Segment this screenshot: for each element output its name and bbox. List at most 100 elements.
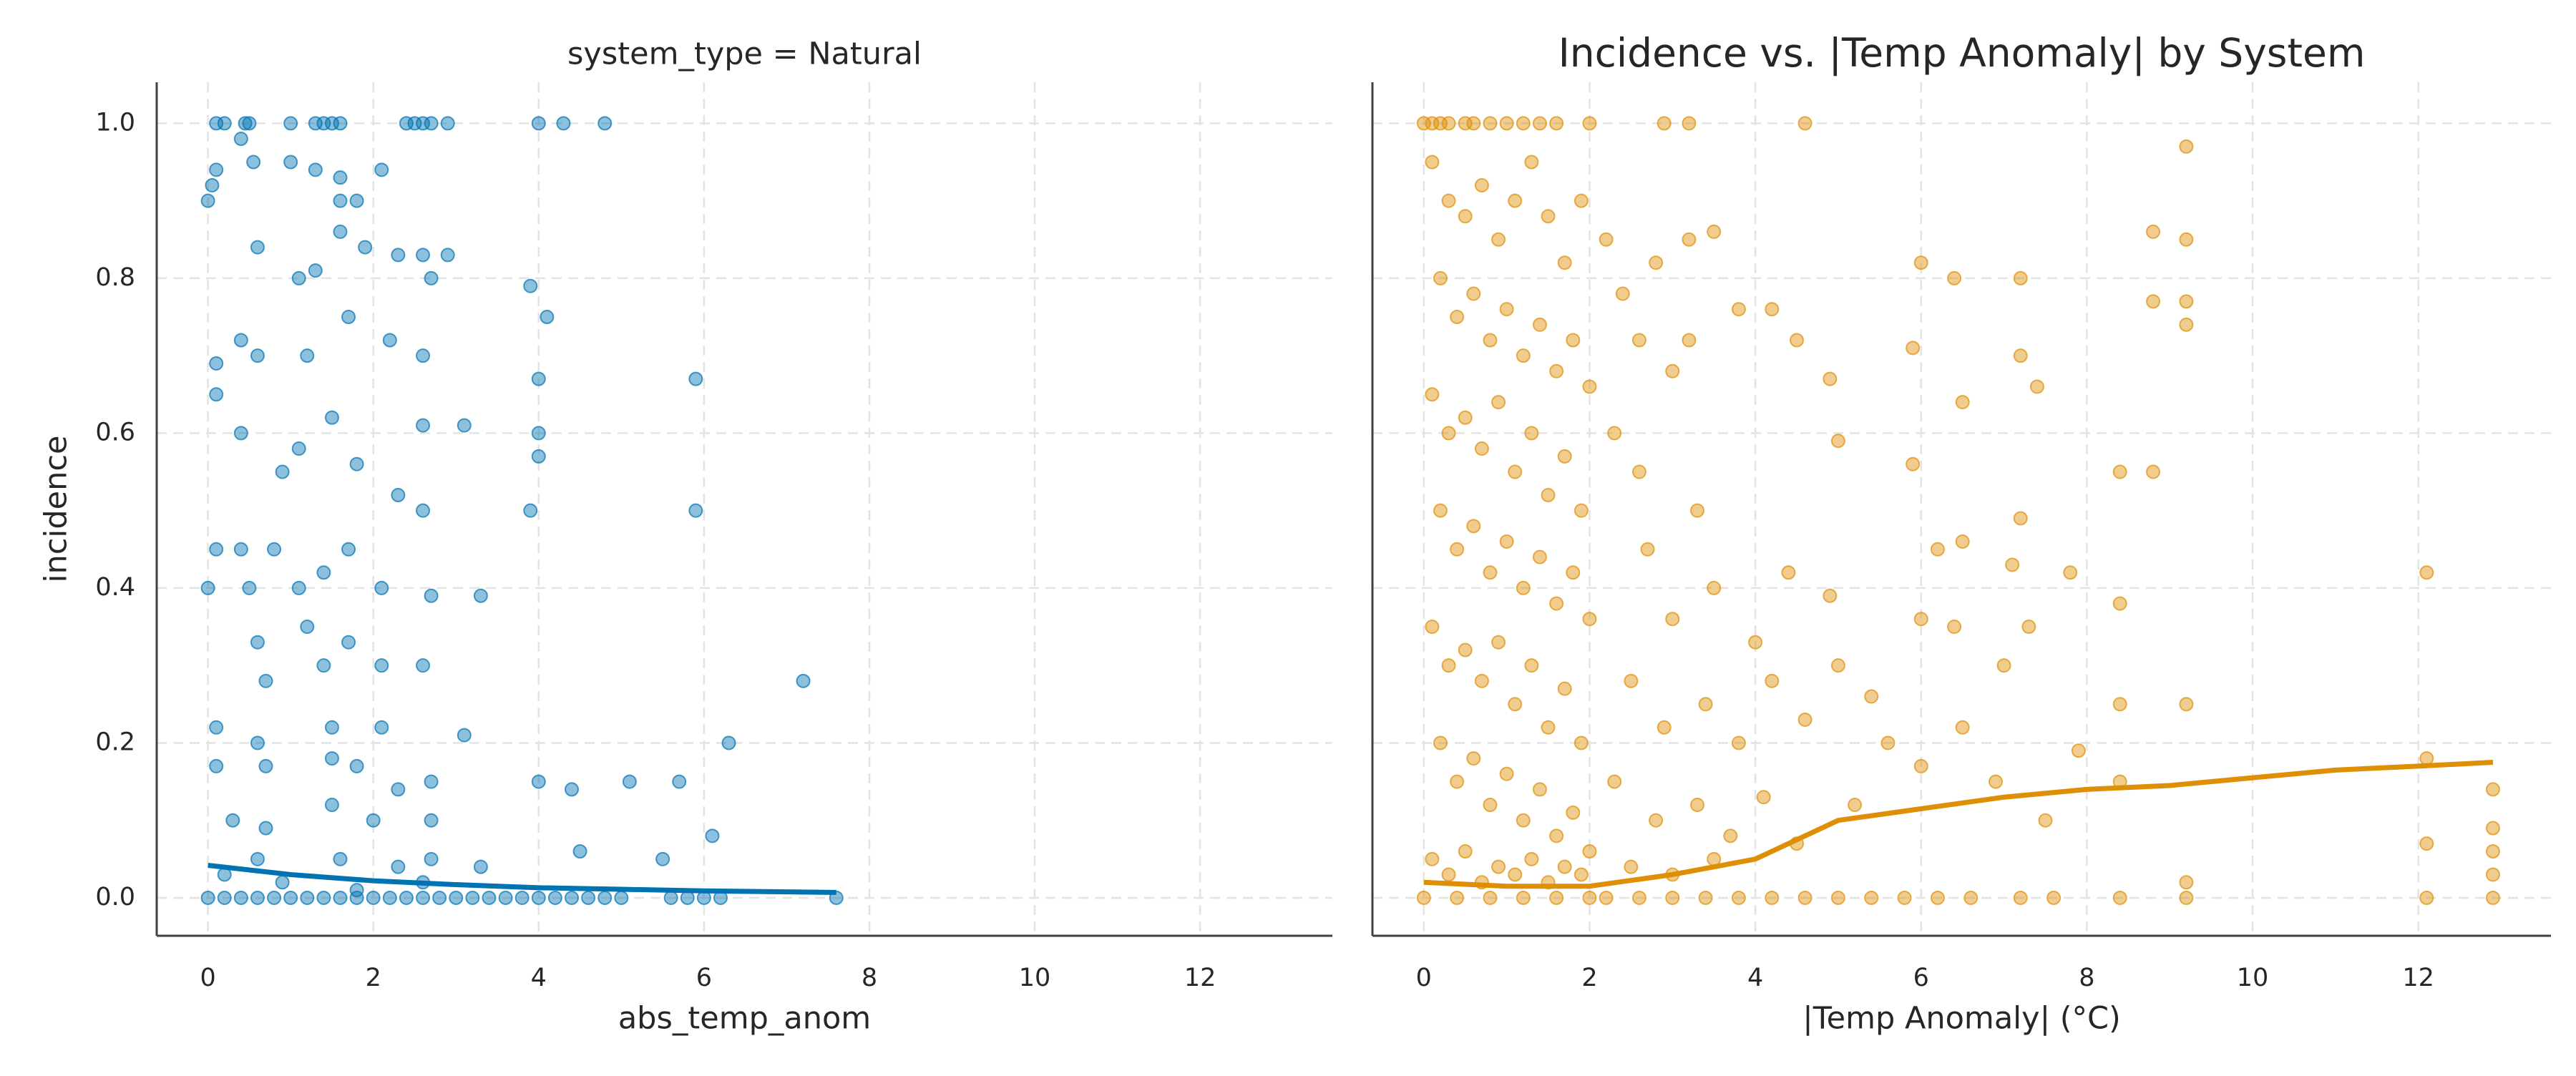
point xyxy=(1848,798,1863,813)
point xyxy=(1516,813,1531,828)
point xyxy=(1433,503,1448,518)
x-axis-label: |Temp Anomaly| (°C) xyxy=(1802,1001,2121,1037)
point xyxy=(275,875,290,890)
point xyxy=(1516,116,1531,131)
point xyxy=(209,356,224,371)
point xyxy=(2112,596,2127,611)
point xyxy=(540,310,555,325)
point xyxy=(391,782,406,797)
point xyxy=(1491,395,1506,410)
y-tick-label: 0.8 xyxy=(95,263,135,292)
point xyxy=(1988,774,2003,789)
point xyxy=(1624,673,1639,688)
point xyxy=(1607,426,1622,441)
point xyxy=(200,890,215,905)
point xyxy=(1499,302,1514,317)
point xyxy=(2485,890,2500,905)
point xyxy=(1549,890,1564,905)
point xyxy=(2179,890,2194,905)
point xyxy=(333,851,348,866)
point xyxy=(416,418,431,433)
point xyxy=(1682,116,1697,131)
point xyxy=(1524,155,1539,170)
point xyxy=(1731,302,1746,317)
point xyxy=(581,890,596,905)
point xyxy=(308,263,323,278)
point xyxy=(316,658,331,673)
point xyxy=(324,751,339,766)
point xyxy=(1731,890,1746,905)
point xyxy=(233,426,248,441)
point xyxy=(531,426,546,441)
point xyxy=(391,859,406,874)
point xyxy=(1508,193,1523,208)
point xyxy=(473,859,488,874)
point xyxy=(2179,232,2194,247)
point xyxy=(1731,735,1746,750)
x-tick-label: 6 xyxy=(1913,964,1929,992)
point xyxy=(1532,782,1547,797)
point xyxy=(1599,890,1614,905)
point xyxy=(2146,294,2161,309)
point xyxy=(382,890,397,905)
point xyxy=(267,542,282,557)
point xyxy=(2063,565,2078,580)
point xyxy=(250,348,265,363)
point xyxy=(258,758,273,773)
point xyxy=(1491,859,1506,874)
point xyxy=(2485,782,2500,797)
point xyxy=(291,270,306,285)
point xyxy=(1557,681,1572,696)
point xyxy=(1516,580,1531,595)
point xyxy=(1491,232,1506,247)
point xyxy=(1830,890,1845,905)
point xyxy=(1823,371,1838,386)
point xyxy=(1541,488,1556,503)
point xyxy=(482,890,497,905)
point xyxy=(457,418,472,433)
point xyxy=(2013,511,2028,526)
point xyxy=(1996,658,2011,673)
point xyxy=(308,162,323,177)
point xyxy=(217,890,232,905)
point xyxy=(1599,232,1614,247)
point xyxy=(1765,673,1780,688)
point xyxy=(655,851,670,866)
point xyxy=(349,456,364,471)
point xyxy=(1433,270,1448,285)
point xyxy=(349,193,364,208)
point xyxy=(440,116,455,131)
point xyxy=(1441,658,1456,673)
point xyxy=(2021,620,2036,635)
point xyxy=(721,735,736,750)
point xyxy=(1541,209,1556,224)
point xyxy=(672,774,687,789)
point xyxy=(283,155,298,170)
panel-title: system_type = Natural xyxy=(567,36,922,72)
point xyxy=(1582,116,1597,131)
point xyxy=(1458,410,1473,425)
point xyxy=(1557,449,1572,464)
point xyxy=(2419,890,2434,905)
point xyxy=(1690,798,1705,813)
x-tick-label: 4 xyxy=(1747,964,1763,992)
point xyxy=(242,116,257,131)
point xyxy=(449,890,464,905)
point xyxy=(1607,774,1622,789)
point xyxy=(1499,534,1514,549)
point xyxy=(358,240,373,255)
point xyxy=(349,890,364,905)
point xyxy=(1557,255,1572,270)
point xyxy=(2112,890,2127,905)
point xyxy=(1491,635,1506,650)
point xyxy=(250,890,265,905)
point xyxy=(1582,379,1597,394)
point xyxy=(1631,464,1646,479)
point xyxy=(424,588,439,603)
point xyxy=(1508,867,1523,882)
y-tick-label: 0.6 xyxy=(95,418,135,446)
point xyxy=(440,248,455,263)
x-tick-label: 6 xyxy=(696,964,712,992)
point xyxy=(1765,890,1780,905)
